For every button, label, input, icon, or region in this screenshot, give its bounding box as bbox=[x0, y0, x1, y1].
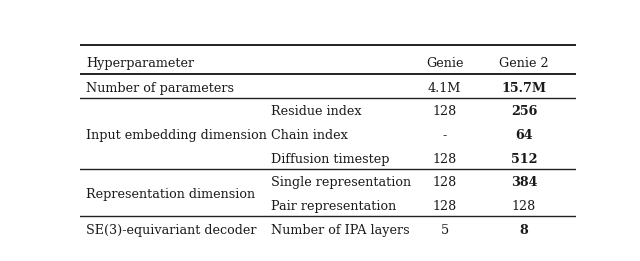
Text: 15.7M: 15.7M bbox=[501, 82, 547, 94]
Text: Genie: Genie bbox=[426, 57, 463, 70]
Text: Genie 2: Genie 2 bbox=[499, 57, 548, 70]
Text: 128: 128 bbox=[433, 153, 457, 166]
Text: SE(3)-equivariant decoder: SE(3)-equivariant decoder bbox=[86, 224, 257, 237]
Text: 64: 64 bbox=[515, 129, 532, 142]
Text: 256: 256 bbox=[511, 105, 537, 118]
Text: 8: 8 bbox=[520, 224, 528, 237]
Text: Hyperparameter: Hyperparameter bbox=[86, 57, 194, 70]
Text: Pair representation: Pair representation bbox=[271, 200, 396, 213]
Text: Residue index: Residue index bbox=[271, 105, 362, 118]
Text: Diffusion timestep: Diffusion timestep bbox=[271, 153, 390, 166]
Text: 5: 5 bbox=[440, 224, 449, 237]
Text: Representation dimension: Representation dimension bbox=[86, 188, 255, 201]
Text: Input embedding dimension: Input embedding dimension bbox=[86, 129, 267, 142]
Text: Single representation: Single representation bbox=[271, 176, 411, 189]
Text: 4.1M: 4.1M bbox=[428, 82, 461, 94]
Text: 128: 128 bbox=[433, 105, 457, 118]
Text: 384: 384 bbox=[511, 176, 537, 189]
Text: 128: 128 bbox=[433, 176, 457, 189]
Text: -: - bbox=[442, 129, 447, 142]
Text: Chain index: Chain index bbox=[271, 129, 348, 142]
Text: 512: 512 bbox=[511, 153, 537, 166]
Text: Number of IPA layers: Number of IPA layers bbox=[271, 224, 410, 237]
Text: 128: 128 bbox=[512, 200, 536, 213]
Text: Number of parameters: Number of parameters bbox=[86, 82, 234, 94]
Text: 128: 128 bbox=[433, 200, 457, 213]
